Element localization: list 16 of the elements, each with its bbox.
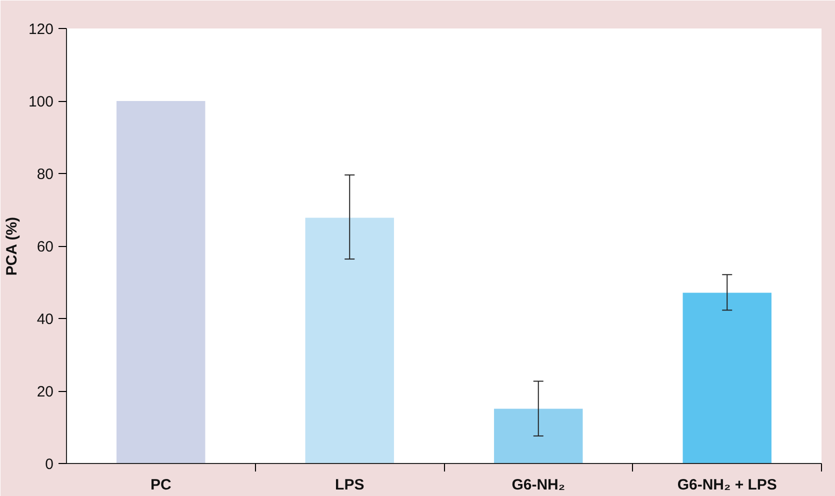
bar [494,408,583,464]
y-tick-label: 20 [36,384,54,400]
bar [116,101,206,464]
x-tick-label: PC [150,476,172,494]
x-tick-label: G6-NH₂ + LPS [677,476,777,494]
y-tick-label: 0 [45,456,54,473]
bar [305,218,394,464]
y-tick-label: 60 [36,238,54,256]
y-tick-label: 80 [36,166,54,183]
x-tick-label: G6-NH₂ [512,476,566,494]
y-tick-label: 40 [36,311,54,328]
bar [682,292,772,464]
y-tick-label: 120 [28,21,54,38]
y-tick-label: 100 [28,94,54,110]
x-tick-label: LPS [335,476,364,494]
y-axis-title: PCA (%) [3,216,20,276]
